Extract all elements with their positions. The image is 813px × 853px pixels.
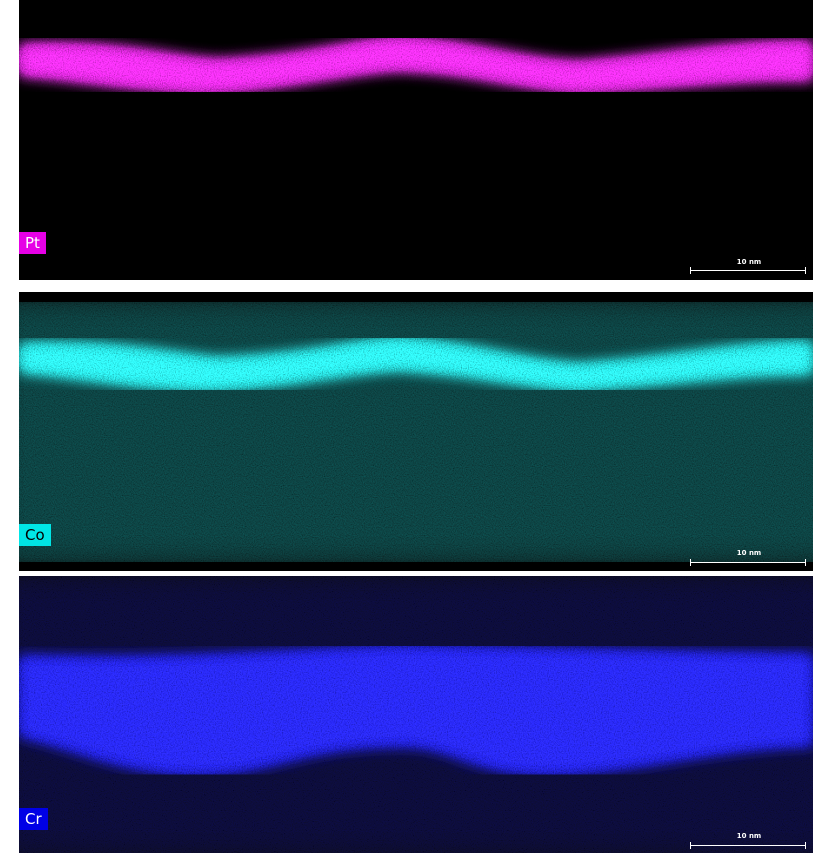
- cr-band: [19, 646, 813, 775]
- scale-bar-label: 10 nm: [736, 258, 762, 266]
- co-map: Co 10 nm: [19, 292, 813, 571]
- pt-band: [19, 38, 813, 92]
- pt-image: [19, 38, 813, 92]
- scale-bar-label: 10 nm: [736, 549, 762, 557]
- scale-bar-label: 10 nm: [736, 832, 762, 840]
- element-label: Cr: [19, 808, 48, 830]
- co-image: [19, 302, 813, 562]
- element-label: Pt: [19, 232, 46, 254]
- scale-bar: [690, 842, 806, 849]
- scale-bar: [690, 559, 806, 566]
- element-label: Co: [19, 524, 51, 546]
- cr-map: Cr 10 nm: [19, 576, 813, 853]
- pt-map: Pt 10 nm: [19, 0, 813, 280]
- scale-bar: [690, 267, 806, 274]
- cr-image: [19, 576, 813, 853]
- co-band: [19, 338, 813, 390]
